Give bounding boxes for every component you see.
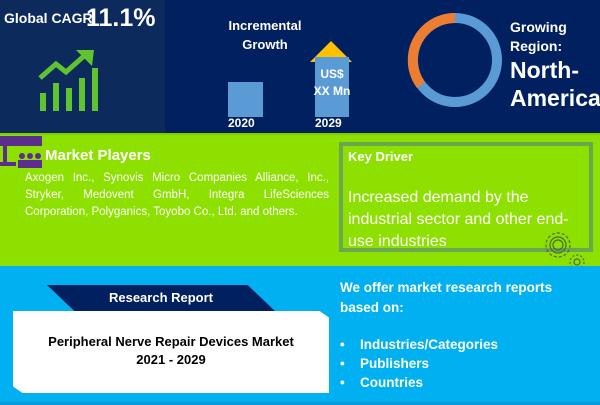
offer-title: We offer market research reports based o… [340, 280, 553, 315]
research-report-tab [47, 285, 275, 311]
market-players-title: Market Players [45, 147, 151, 164]
growth-title-line1: Incremental [228, 18, 302, 33]
offer-item: Publishers [340, 354, 498, 373]
report-title: Peripheral Nerve Repair Devices Market 20… [13, 333, 329, 369]
cagr-value: 11.1% [86, 4, 156, 32]
incremental-growth-title: Incremental Growth [215, 16, 315, 54]
research-report-label: Research Report [108, 290, 214, 305]
region-label-line2: Region: [510, 38, 563, 54]
year-2020-label: 2020 [228, 116, 255, 130]
region-name: North- America [510, 56, 600, 112]
year-2029-label: 2029 [315, 116, 342, 130]
growing-region-label: Growing Region: [510, 18, 567, 56]
region-name-line1: North- [510, 57, 579, 83]
key-driver-text: Increased demand by the industrial secto… [348, 189, 569, 250]
key-driver-title: Key Driver [348, 149, 414, 164]
offer-item: Industries/Categories [340, 335, 498, 354]
bar-2020 [228, 82, 263, 117]
market-stall-icon [0, 136, 42, 168]
growth-title-line2: Growth [242, 37, 288, 52]
offer-item: Countries [340, 373, 498, 392]
region-donut [407, 12, 502, 107]
market-players-text: Axogen Inc., Synovis Micro Companies All… [25, 172, 329, 218]
cagr-label: Global CAGR [4, 10, 93, 26]
growth-chart-icon [38, 50, 98, 111]
key-driver-box [339, 142, 593, 252]
report-card [13, 311, 329, 393]
growth-value: US$ XX Mn [308, 66, 356, 100]
up-arrow-icon [310, 41, 352, 62]
offer-list: Industries/Categories Publishers Countri… [340, 335, 498, 392]
growth-value-line1: US$ [320, 67, 344, 81]
donut-orange-segment [407, 12, 456, 88]
bar-2029 [315, 57, 349, 117]
report-years: 2021 - 2029 [136, 352, 206, 367]
growth-value-line2: XX Mn [313, 84, 351, 98]
region-name-line2: America [510, 85, 600, 111]
report-title-line1: Peripheral Nerve Repair Devices Market [48, 334, 294, 349]
gear-icon [545, 232, 585, 270]
region-label-line1: Growing [510, 19, 567, 35]
